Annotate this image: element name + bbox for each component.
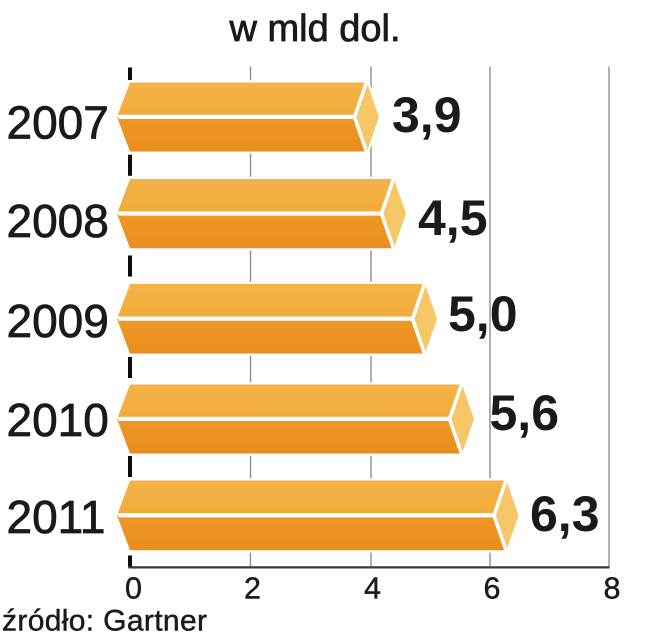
- svg-text:2007: 2007: [7, 97, 109, 149]
- svg-text:źródło: Gartner: źródło: Gartner: [2, 605, 207, 638]
- svg-text:4,5: 4,5: [418, 190, 488, 246]
- svg-text:2009: 2009: [7, 295, 109, 347]
- svg-text:6,3: 6,3: [530, 486, 600, 542]
- svg-text:2010: 2010: [7, 394, 109, 446]
- svg-text:5,6: 5,6: [490, 385, 560, 441]
- svg-text:2008: 2008: [7, 195, 109, 247]
- svg-text:3,9: 3,9: [392, 87, 462, 143]
- svg-text:4: 4: [364, 572, 381, 606]
- svg-text:8: 8: [604, 572, 621, 606]
- svg-text:6: 6: [484, 572, 501, 606]
- svg-text:w mld dol.: w mld dol.: [228, 8, 400, 50]
- svg-text:2: 2: [244, 572, 261, 606]
- svg-text:5,0: 5,0: [448, 286, 518, 342]
- svg-text:0: 0: [125, 572, 142, 606]
- svg-text:2011: 2011: [7, 491, 106, 543]
